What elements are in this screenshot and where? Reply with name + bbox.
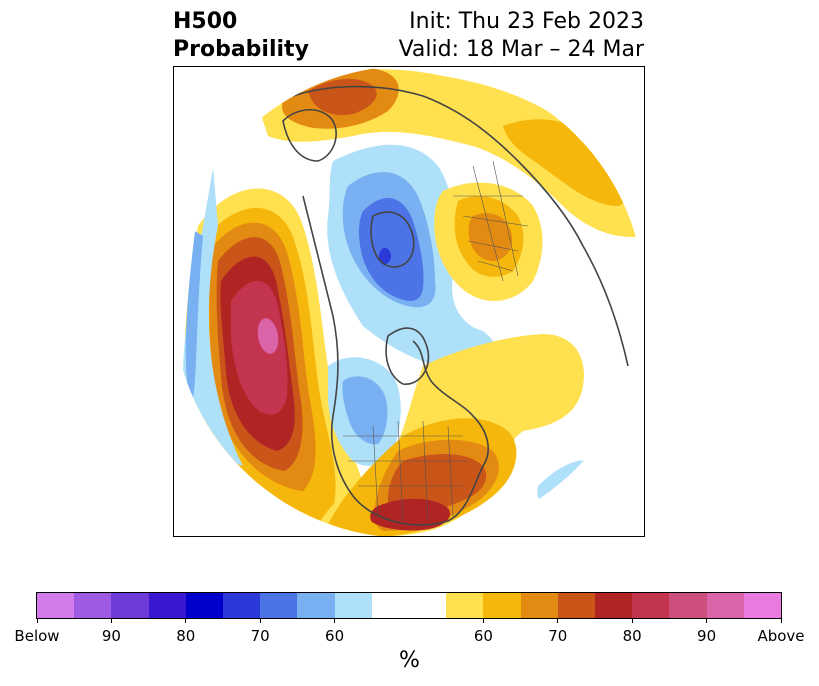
colorbar-segment [260,593,298,618]
title-product: Probability [173,37,309,62]
anomaly-scandinavia-65 [503,119,627,206]
colorbar-segment [557,593,596,618]
colorbar-tick-label: Below [14,627,60,645]
colorbar-segment [185,593,224,618]
colorbar-tick-label: 60 [473,627,493,645]
colorbar-segment [297,593,335,618]
colorbar-segment [334,593,372,618]
colorbar-tick-mark [631,618,633,623]
anomaly-ne-pacific-90 [257,318,279,354]
colorbar-segment [743,593,782,618]
colorbar-tick-mark [780,618,782,623]
colorbar-segment [74,593,112,618]
anomaly-arctic-canada-85 [379,248,391,264]
colorbar-tick-mark [110,618,112,623]
country-borders-europe-asia [453,160,529,282]
colorbar-tick-label: 90 [697,627,717,645]
colorbar-tick-label: 60 [325,627,345,645]
state-borders-us [343,420,468,522]
colorbar-tick-mark [36,618,38,623]
colorbar-tick-label: 90 [101,627,121,645]
colorbar-segment [706,593,744,618]
anomaly-southeast-us-80 [370,498,451,531]
colorbar-segment [520,593,558,618]
coastline-arctic-islands [370,211,415,268]
coastline-north-america [302,195,489,526]
init-date: Init: Thu 23 Feb 2023 [409,9,644,34]
colorbar-segment [223,593,261,618]
colorbar-tick-mark [706,618,708,623]
chart-title-right: Init: Thu 23 Feb 2023 Valid: 18 Mar – 24… [399,8,644,64]
colorbar-tick-label: Above [757,627,805,645]
colorbar-tick-mark [334,618,336,623]
colorbar-tick-label: 70 [548,627,568,645]
anomaly-siberia-70 [468,212,513,262]
colorbar-tick-label: 80 [176,627,196,645]
colorbar-tick-label: 70 [250,627,270,645]
colorbar-segment [371,593,447,618]
anomaly-ne-pacific-85 [231,280,288,415]
colorbar-segment [37,593,75,618]
anomaly-us-west-70 [342,376,388,445]
colorbar-segment [632,593,670,618]
colorbar [36,592,782,619]
title-variable: H500 [173,9,238,34]
coastline-greenland [385,327,430,385]
colorbar-segment [669,593,707,618]
coastline-eurasia [292,85,629,367]
anomaly-west-pacific-blue-2 [185,231,203,406]
colorbar-tick-mark [259,618,261,623]
colorbar-segment [111,593,149,618]
colorbar-unit: % [399,648,420,673]
colorbar-tick-mark [557,618,559,623]
colorbar-segment [446,593,484,618]
anomaly-west-pacific-blue [183,166,243,466]
colorbar-tick-label: 80 [622,627,642,645]
coastline-scandinavia [282,109,337,162]
probability-map [173,66,645,537]
colorbar-tick-mark [482,618,484,623]
valid-range: Valid: 18 Mar – 24 Mar [398,37,644,62]
colorbar-segment [148,593,186,618]
colorbar-tick-mark [185,618,187,623]
colorbar-segment [595,593,633,618]
chart-title-left: H500 Probability [173,8,309,64]
colorbar-segment [483,593,521,618]
